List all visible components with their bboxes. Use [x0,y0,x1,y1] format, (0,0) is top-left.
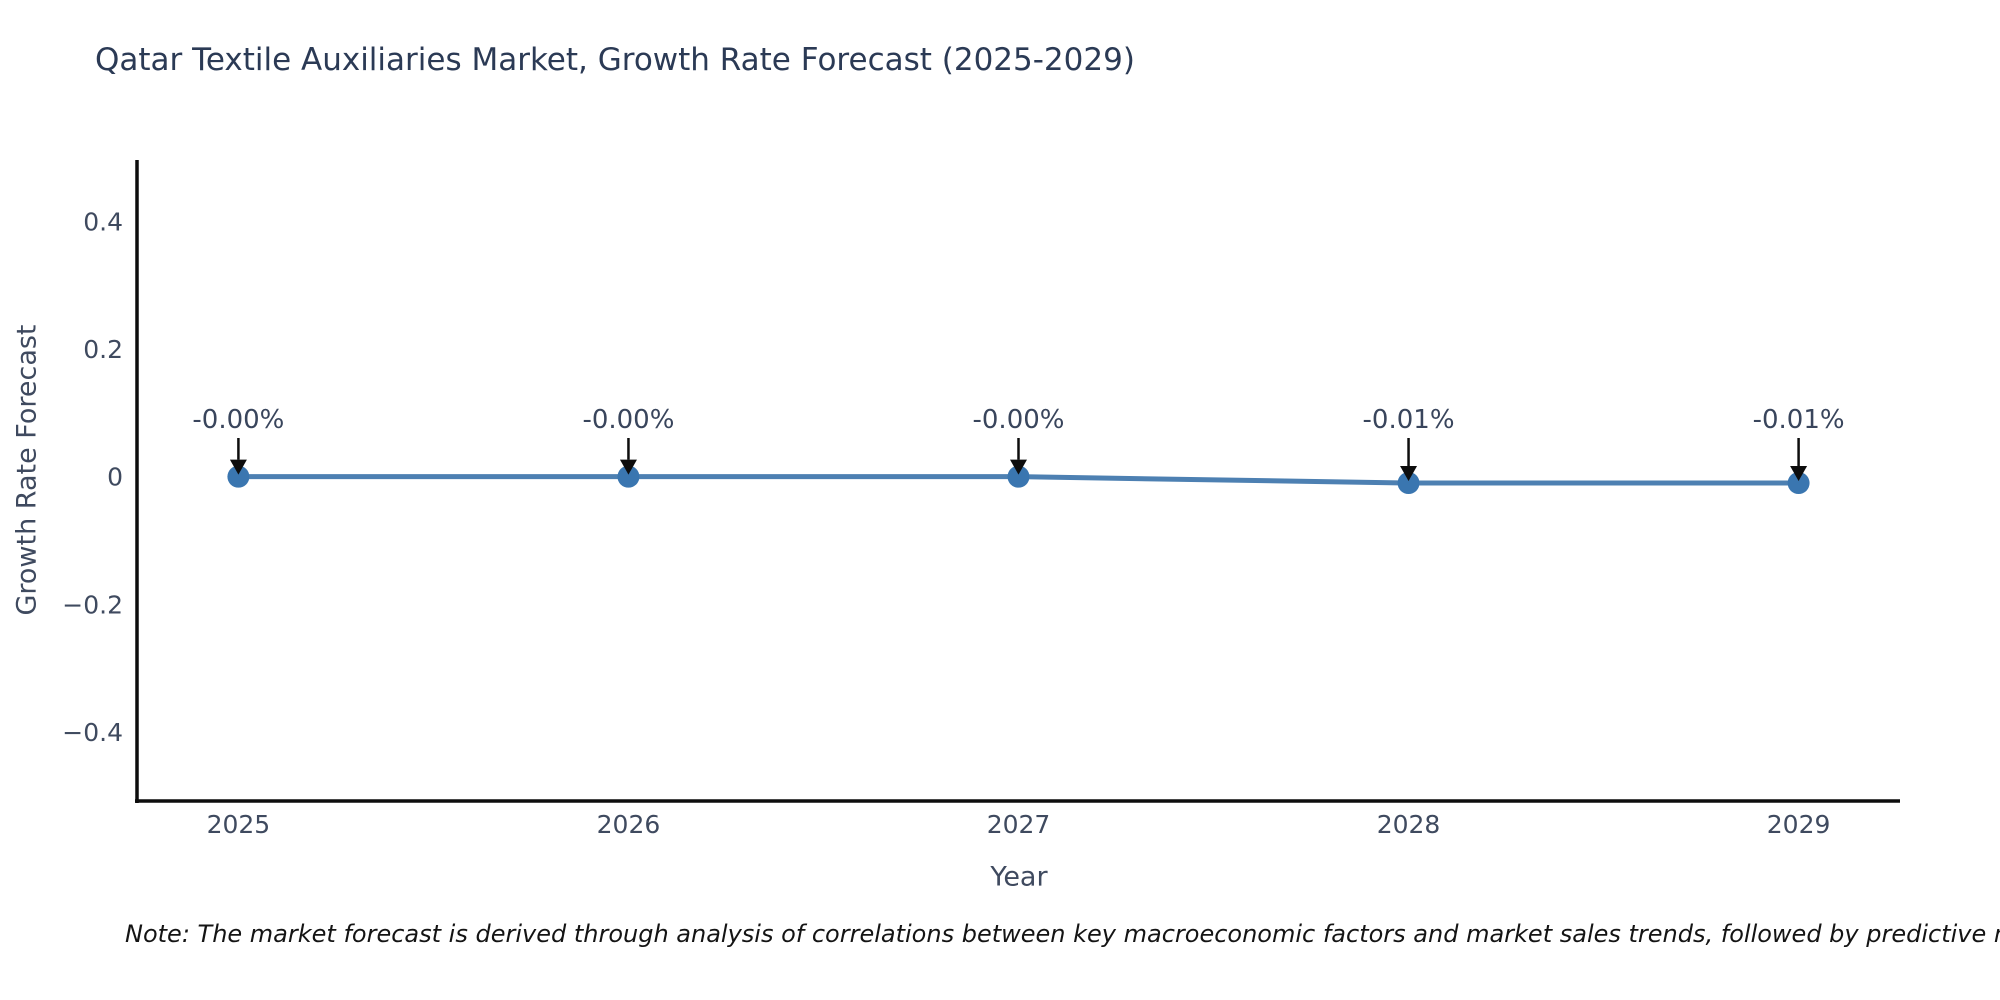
point-annotation: -0.00% [973,405,1065,435]
x-tick-label: 2026 [597,810,661,839]
data-point-2029 [1787,472,1810,495]
annotation-arrowhead [1010,459,1027,475]
x-tick-label: 2025 [207,810,271,839]
annotation-arrowhead [619,459,637,475]
x-tick-label: 2027 [987,810,1051,839]
annotation-arrowhead [1400,466,1418,482]
x-tick-label: 2028 [1377,810,1441,839]
data-point-2026 [617,465,640,488]
point-annotation: -0.00% [582,405,674,435]
y-tick-label: 0.4 [83,207,123,236]
point-annotation: -0.01% [1363,405,1455,435]
annotation-arrowhead [1790,466,1808,482]
data-point-2025 [227,465,250,488]
data-point-2027 [1007,465,1030,488]
point-annotation: -0.01% [1753,405,1845,435]
footnote: Note: The market forecast is derived thr… [125,920,2000,948]
x-tick-label: 2029 [1767,810,1831,839]
x-axis-title: Year [990,861,1048,893]
point-annotation: -0.00% [192,405,284,435]
annotation-arrowhead [229,459,247,475]
y-tick-label: 0.2 [83,335,123,364]
y-tick-label: −0.2 [62,590,123,619]
y-tick-label: 0 [107,463,123,492]
chart-title: Qatar Textile Auxiliaries Market, Growth… [95,42,1135,78]
y-tick-label: −0.4 [62,718,123,747]
data-point-2028 [1397,472,1420,495]
